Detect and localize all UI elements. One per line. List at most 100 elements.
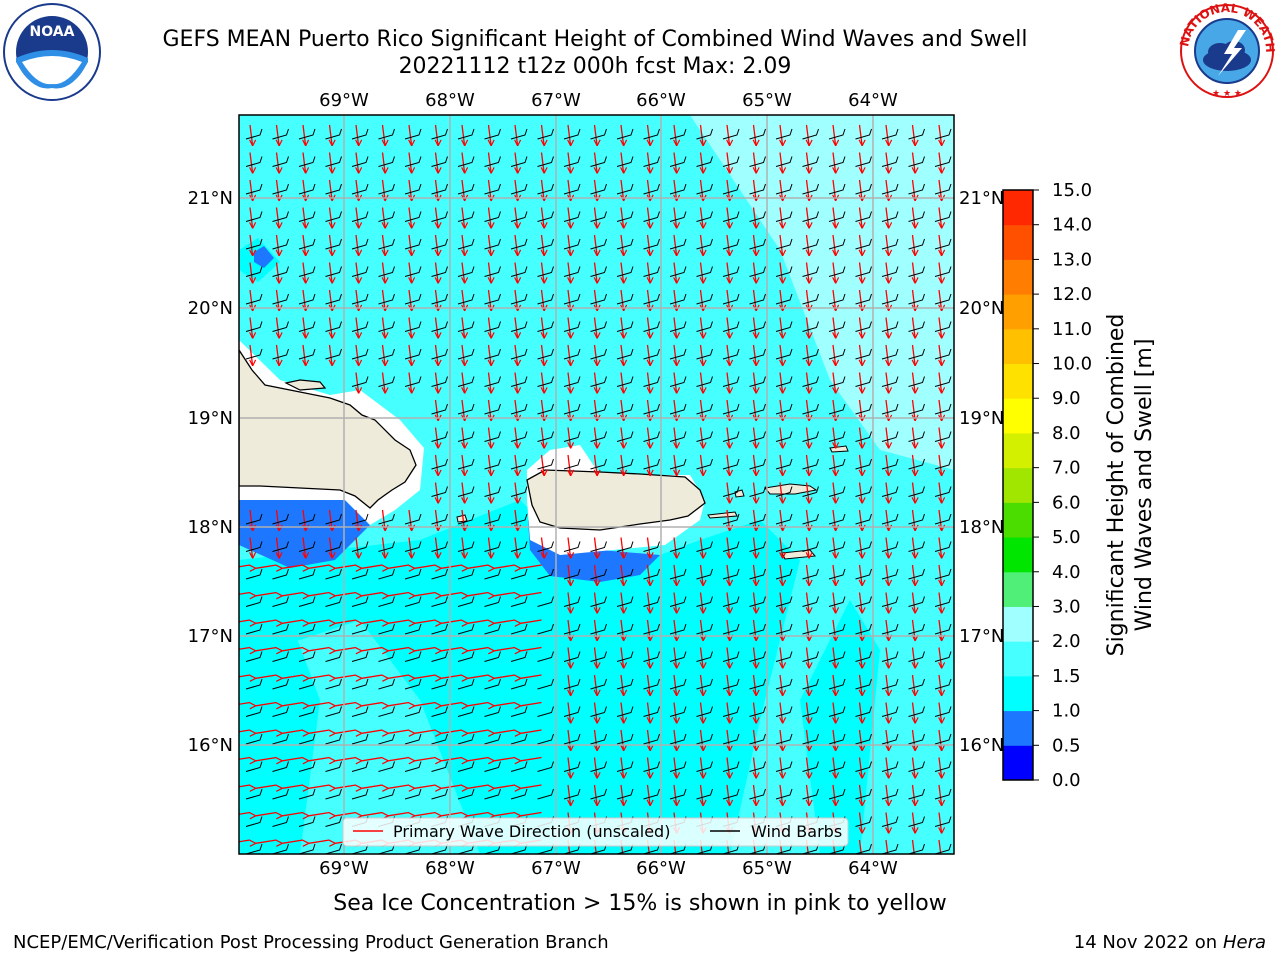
wind-barb [696, 376, 713, 387]
wave-direction-arrow [858, 372, 863, 394]
wind-barb [802, 596, 819, 607]
wind-barb [431, 321, 448, 332]
wave-direction-arrow [414, 811, 436, 817]
wind-barb [881, 596, 899, 607]
wave-direction-arrow [752, 454, 757, 476]
wind-barb [590, 431, 607, 442]
wave-arrow-head [328, 552, 336, 559]
wave-arrow-head [779, 662, 787, 669]
wave-direction-arrow [779, 564, 784, 586]
wind-barb [881, 843, 899, 854]
wave-direction-arrow [620, 702, 625, 724]
wave-arrow-head [593, 579, 601, 587]
wave-direction-arrow [726, 372, 731, 394]
svg-text:17°N: 17°N [959, 626, 1004, 647]
wave-arrow-head [646, 359, 654, 367]
wave-direction-arrow [467, 646, 489, 652]
wave-direction-arrow [646, 152, 651, 174]
wave-arrow-head [435, 592, 442, 600]
wind-barb [828, 788, 846, 800]
wind-barb [484, 266, 501, 277]
wind-barb [298, 816, 316, 827]
wave-arrow-head [938, 552, 946, 559]
wave-direction-arrow [858, 757, 863, 779]
wave-arrow-head [567, 332, 575, 339]
wave-arrow-head [911, 579, 919, 587]
wave-direction-arrow [308, 839, 330, 844]
wave-arrow-head [275, 249, 283, 257]
wave-arrow-head [487, 552, 495, 559]
wave-direction-arrow [911, 317, 916, 339]
wave-arrow-head [673, 717, 681, 724]
wave-direction-arrow [302, 262, 307, 284]
wave-arrow-head [302, 167, 310, 174]
wave-arrow-head [620, 442, 628, 449]
wave-arrow-head [938, 717, 946, 724]
wave-direction-arrow [514, 124, 519, 146]
colorbar-tick-label: 14.0 [1052, 215, 1092, 236]
wave-arrow-head [885, 249, 893, 257]
wave-arrow-head [461, 387, 469, 394]
wind-barb [696, 403, 713, 415]
wave-direction-arrow [355, 344, 360, 366]
colorbar-tick-label: 6.0 [1052, 492, 1081, 513]
wave-arrow-head [514, 524, 522, 532]
wind-barb [351, 788, 369, 800]
wind-barb [537, 403, 554, 415]
wind-barb [378, 348, 395, 360]
wave-arrow-head [329, 619, 336, 627]
wave-arrow-head [249, 564, 257, 572]
wind-barb [696, 238, 713, 250]
wind-barb [828, 678, 846, 690]
wave-arrow-head [911, 139, 919, 147]
wave-arrow-head [434, 359, 442, 367]
wind-barb [431, 266, 448, 277]
wave-arrow-head [434, 552, 442, 559]
wave-direction-arrow [885, 757, 890, 779]
wave-direction-arrow [255, 729, 277, 734]
wind-barb [696, 321, 713, 332]
wave-direction-arrow [938, 537, 943, 559]
wave-direction-arrow [361, 564, 383, 569]
wind-barb [749, 293, 766, 305]
wave-arrow-head [302, 729, 310, 737]
wave-direction-arrow [494, 646, 516, 652]
wave-arrow-head [646, 662, 654, 669]
wave-arrow-head [726, 799, 734, 807]
wave-arrow-head [752, 222, 760, 229]
wind-barb [643, 568, 660, 580]
wave-arrow-head [779, 332, 787, 339]
wave-direction-arrow [885, 454, 890, 476]
wind-barb [325, 183, 342, 195]
wind-barb [722, 211, 740, 222]
colorbar-tick-label: 1.0 [1052, 701, 1081, 722]
wave-direction-arrow [673, 647, 678, 669]
wind-barb [908, 541, 925, 552]
wind-barb [245, 541, 263, 552]
wind-barb [881, 376, 899, 387]
wind-barb [510, 623, 528, 635]
wave-arrow-head [885, 277, 893, 284]
wave-arrow-head [249, 647, 257, 655]
wave-arrow-head [726, 524, 734, 532]
wave-direction-arrow [461, 427, 466, 449]
wave-arrow-head [328, 139, 336, 147]
wave-direction-arrow [335, 784, 357, 789]
wave-arrow-head [699, 662, 707, 669]
wave-arrow-head [249, 702, 257, 710]
wave-direction-arrow [567, 262, 572, 284]
wave-arrow-head [540, 167, 548, 174]
wind-barb [590, 293, 607, 305]
wave-direction-arrow [885, 702, 890, 724]
wave-arrow-head [858, 387, 866, 394]
wave-direction-arrow [434, 234, 439, 256]
wave-arrow-head [567, 277, 575, 284]
wave-arrow-head [938, 469, 946, 477]
wind-barb [855, 403, 872, 415]
wave-direction-arrow [858, 482, 863, 504]
wind-barb [775, 293, 793, 305]
wave-direction-arrow [858, 674, 863, 696]
wave-arrow-head [752, 689, 760, 697]
wave-arrow-head [249, 277, 257, 284]
wave-direction-arrow [540, 262, 545, 284]
